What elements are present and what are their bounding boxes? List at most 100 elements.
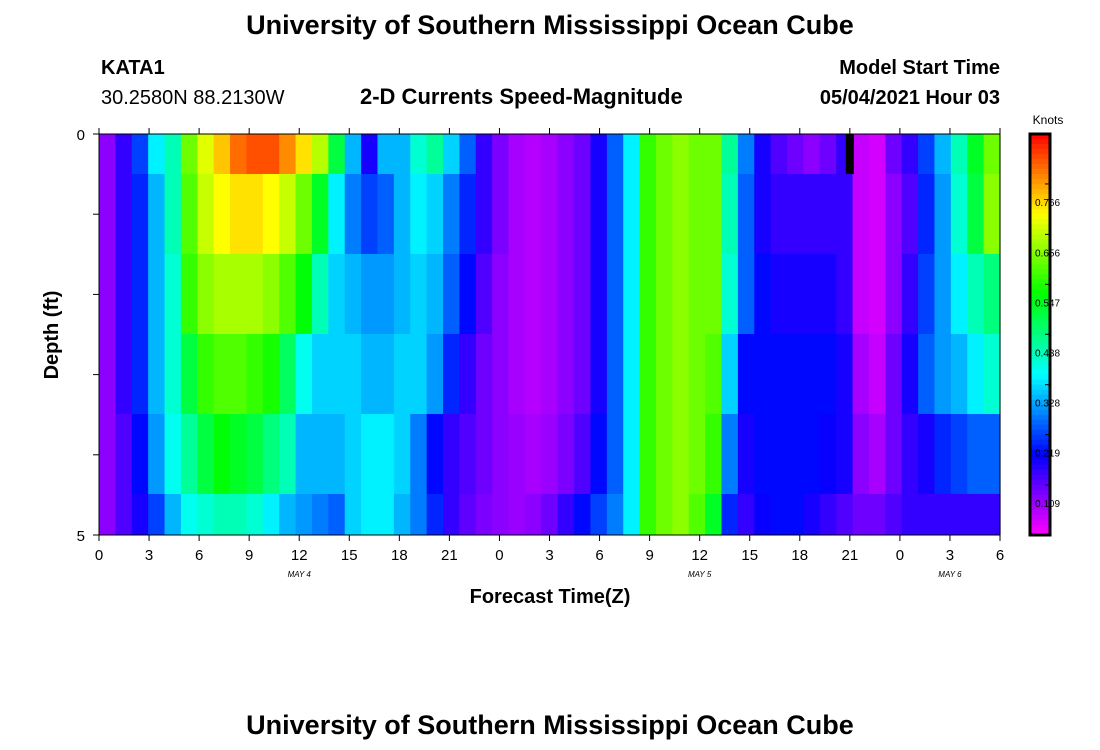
heatmap-cell (836, 334, 854, 414)
heatmap-cell (279, 134, 297, 174)
heatmap-cell (606, 134, 624, 174)
heatmap-cell (655, 414, 673, 494)
colorbar-segment (1030, 429, 1050, 436)
x-tick-label: 6 (195, 547, 203, 564)
heatmap-cell (721, 254, 739, 334)
heatmap-cell (754, 334, 772, 414)
heatmap-cell (819, 134, 837, 174)
heatmap-cell (197, 254, 215, 334)
heatmap-cell (574, 254, 592, 334)
colorbar-segment (1030, 269, 1050, 275)
heatmap-cell (164, 334, 182, 414)
heatmap-cell (459, 334, 477, 414)
x-tick-label: 6 (595, 547, 603, 564)
heatmap-cell (508, 254, 526, 334)
heatmap-cell (361, 134, 379, 174)
heatmap-cell (361, 414, 379, 494)
heatmap-cell (443, 254, 460, 334)
heatmap-cell (131, 414, 149, 494)
heatmap-cell (99, 254, 116, 334)
heatmap-cell (115, 414, 133, 494)
heatmap-cell (180, 134, 198, 174)
heatmap-cell (393, 334, 411, 414)
colorbar-segment (1030, 224, 1050, 230)
heatmap-cell (770, 174, 788, 254)
x-tick-label: 15 (741, 547, 758, 564)
heatmap-cell (344, 254, 362, 334)
heatmap-cell (492, 134, 510, 174)
heatmap-cell (721, 134, 739, 174)
colorbar-segment (1030, 389, 1050, 396)
heatmap-cell (639, 254, 657, 334)
model-start-value: 05/04/2021 Hour 03 (819, 87, 1000, 109)
heatmap-cell (606, 334, 624, 414)
colorbar-segment (1030, 349, 1050, 356)
heatmap-cell (934, 414, 952, 494)
heatmap-cell (410, 254, 428, 334)
heatmap-cell (475, 334, 493, 414)
heatmap-cell (246, 134, 264, 174)
model-start-label: Model Start Time (839, 57, 1000, 79)
colorbar-segment (1030, 509, 1050, 516)
colorbar-segment (1030, 254, 1050, 260)
heatmap-cell (967, 414, 985, 494)
colorbar-segment (1030, 394, 1050, 401)
heatmap-cell (197, 414, 215, 494)
colorbar-segment (1030, 159, 1050, 165)
heatmap-cell (230, 174, 248, 254)
colorbar-tick-label: 0.328 (1035, 399, 1060, 410)
colorbar-segment (1030, 434, 1050, 441)
colorbar-segment (1030, 359, 1050, 366)
heatmap-cell (213, 254, 231, 334)
heatmap-cell (852, 174, 870, 254)
heatmap-cell (246, 254, 264, 334)
heatmap-cell (508, 494, 526, 535)
heatmap-cell (344, 134, 362, 174)
heatmap-cell (262, 174, 280, 254)
heatmap-cell (803, 134, 821, 174)
heatmap-cell (344, 414, 362, 494)
heatmap-cell (901, 414, 919, 494)
heatmap-cell (115, 254, 133, 334)
colorbar-segment (1030, 469, 1050, 476)
heatmap-cell (885, 174, 903, 254)
colorbar-segment (1030, 279, 1050, 285)
station-id: KATA1 (101, 57, 165, 79)
heatmap-cell (590, 174, 608, 254)
heatmap-cell (475, 414, 493, 494)
heatmap-cell (950, 414, 968, 494)
heatmap-cell (410, 334, 428, 414)
heatmap-cell (787, 134, 805, 174)
heatmap-cell (606, 494, 624, 535)
colorbar-segment (1030, 334, 1050, 341)
heatmap-cell (148, 254, 166, 334)
colorbar-segment (1030, 364, 1050, 371)
x-tick-label: 3 (145, 547, 153, 564)
heatmap-cell (426, 174, 444, 254)
heatmap-cell (459, 494, 477, 535)
heatmap-cell (557, 134, 575, 174)
x-tick-label: 21 (841, 547, 858, 564)
heatmap-cell (475, 134, 493, 174)
heatmap-cell (983, 494, 1001, 535)
heatmap-cell (623, 414, 641, 494)
heatmap-cell (393, 134, 411, 174)
heatmap-cell (377, 254, 395, 334)
x-tick-label: 0 (95, 547, 103, 564)
heatmap-cell (688, 414, 706, 494)
heatmap-cell (787, 174, 805, 254)
heatmap-cell (688, 254, 706, 334)
heatmap-cell (934, 254, 952, 334)
heatmap-cell (737, 174, 755, 254)
colorbar-segment (1030, 404, 1050, 411)
heatmap-cell (164, 254, 182, 334)
date-label: MAY 4 (288, 570, 312, 579)
colorbar-segment (1030, 284, 1050, 290)
heatmap-cell (606, 254, 624, 334)
heatmap-cell (524, 494, 542, 535)
heatmap-cell (361, 494, 379, 535)
colorbar-segment (1030, 314, 1050, 321)
x-axis: 0 3 6 9 12 15 18 21 0 3 6 9 12 15 18 21 0 3 6 MAY 4 MAY 5 MAY… (95, 128, 1004, 579)
heatmap-cell (311, 494, 329, 535)
heatmap-cell (443, 174, 460, 254)
